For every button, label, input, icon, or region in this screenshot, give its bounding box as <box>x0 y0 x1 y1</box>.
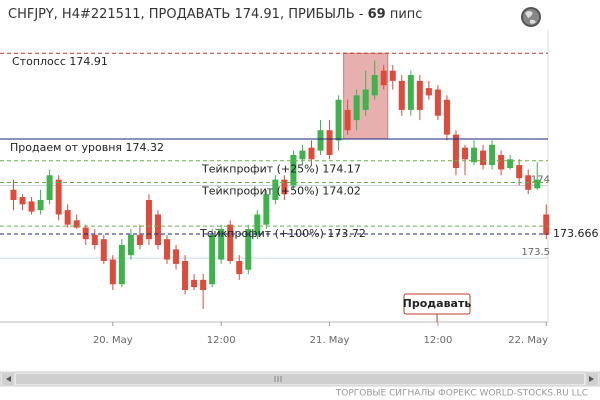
x-tick-label: 21. May <box>310 335 350 346</box>
candle-body <box>471 147 478 163</box>
candle-body <box>389 70 396 81</box>
candle-body <box>335 99 342 141</box>
candle-body <box>489 144 496 166</box>
candle-body <box>362 89 369 110</box>
level-label: Тейкпрофит (+50%) 174.02 <box>201 185 361 198</box>
candle-body <box>452 134 459 169</box>
y-tick-label: 173.5 <box>521 247 550 258</box>
candle-body <box>46 175 53 200</box>
profit-unit: пипс <box>390 7 423 22</box>
candle-body <box>118 245 125 285</box>
candle-body <box>398 80 405 110</box>
candle-body <box>281 179 288 195</box>
candle-body <box>507 159 514 169</box>
candle-body <box>371 75 378 96</box>
candle-body <box>416 80 423 110</box>
x-tick-label: 12:00 <box>423 335 452 346</box>
candle-body <box>19 197 26 205</box>
candle-body <box>10 189 17 200</box>
candle-body <box>64 210 71 225</box>
x-tick-label: 20. May <box>93 335 133 346</box>
sell-button[interactable]: Продавать <box>403 293 472 322</box>
candle-body <box>443 99 450 135</box>
scrollbar[interactable] <box>0 371 600 387</box>
globe-icon[interactable] <box>521 7 541 27</box>
candle-body <box>127 234 134 256</box>
y-tick-label: 174 <box>531 174 550 185</box>
title-text: CHFJPY, H4#221511, ПРОДАВАТЬ 174.91, ПРИ… <box>8 7 364 22</box>
candle-body <box>37 199 44 211</box>
candle-body <box>254 214 261 235</box>
level-label: 173.666 <box>553 227 599 240</box>
candle-body <box>109 259 116 285</box>
level-label: Продаем от уровня 174.32 <box>10 141 164 154</box>
x-tick-label: 12:00 <box>207 335 236 346</box>
candle-body <box>55 179 62 215</box>
candle-body <box>154 214 161 246</box>
candle-body <box>425 88 432 96</box>
chart-title: CHFJPY, H4#221511, ПРОДАВАТЬ 174.91, ПРИ… <box>8 7 422 22</box>
candle-body <box>462 147 468 160</box>
candle-body <box>182 260 189 291</box>
candle-body <box>236 260 243 275</box>
candle-body <box>91 234 98 246</box>
candle-body <box>272 179 279 200</box>
candle-body <box>317 130 324 151</box>
candle-body <box>344 109 351 131</box>
candle-body <box>218 229 225 260</box>
profit: 69 <box>368 7 386 22</box>
candle-body <box>227 224 234 261</box>
x-tick-label: 22. May <box>508 335 548 346</box>
candle-body <box>263 194 270 225</box>
candle-body <box>245 229 252 270</box>
candle-body <box>516 165 523 179</box>
button-box <box>403 293 471 315</box>
level-label: Тейкпрофит (+25%) 174.17 <box>201 163 361 176</box>
candle-body <box>145 199 152 240</box>
candle-body <box>299 150 306 160</box>
candle-body <box>100 239 107 261</box>
candle-body <box>480 150 487 166</box>
candle-body <box>380 70 387 86</box>
candle-body <box>534 179 541 189</box>
candle-body <box>434 89 441 116</box>
candle-body <box>209 234 216 285</box>
candle-body <box>191 279 198 288</box>
candle-body <box>543 214 550 235</box>
button-label[interactable]: Продавать <box>403 297 472 310</box>
candle-body <box>308 147 315 160</box>
footer: ТОРГОВЫЕ СИГНАЛЫ ФОРЕКС WORLD-STOCKS.RU … <box>335 389 588 399</box>
candle-body <box>326 130 333 155</box>
candle-body <box>290 154 297 186</box>
candle-body <box>407 75 414 110</box>
candle-body <box>498 154 505 170</box>
candle-body <box>164 239 171 260</box>
candle-body <box>173 249 180 264</box>
candle-body <box>353 95 360 121</box>
level-label: Стоплосс 174.91 <box>12 55 108 68</box>
candle-body <box>28 201 35 212</box>
candle-body <box>200 279 207 291</box>
candle-body <box>73 220 80 228</box>
candle-body <box>136 234 143 246</box>
candle-body <box>82 227 89 240</box>
